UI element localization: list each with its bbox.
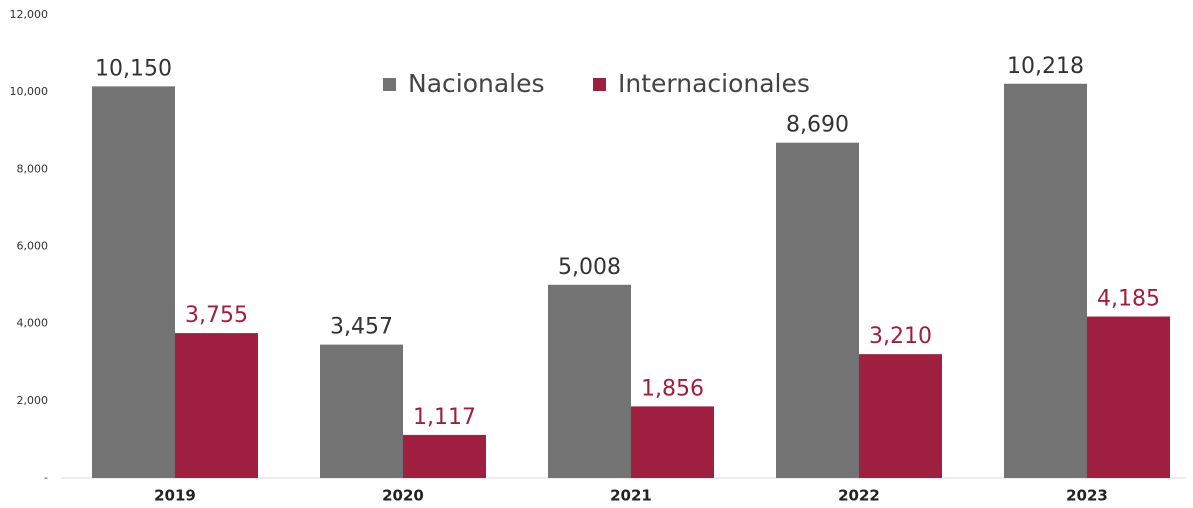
y-tick-label: 6,000 bbox=[17, 240, 49, 253]
data-label: 10,218 bbox=[1007, 54, 1084, 79]
bar bbox=[776, 142, 859, 479]
legend-swatch bbox=[593, 78, 606, 91]
data-label: 1,117 bbox=[413, 405, 476, 430]
x-tick-label: 2020 bbox=[382, 487, 424, 505]
bar bbox=[1087, 316, 1170, 478]
y-tick-label: 12,000 bbox=[10, 8, 49, 21]
x-tick-label: 2019 bbox=[154, 487, 196, 505]
y-tick-label: 10,000 bbox=[10, 85, 49, 98]
bar bbox=[92, 86, 175, 479]
y-tick-label: 8,000 bbox=[17, 162, 49, 175]
bar bbox=[175, 333, 258, 478]
x-tick-label: 2023 bbox=[1066, 487, 1108, 505]
x-tick-label: 2021 bbox=[610, 487, 652, 505]
data-label: 8,690 bbox=[786, 113, 849, 138]
y-tick-label: - bbox=[44, 471, 48, 484]
data-label: 3,210 bbox=[869, 324, 932, 349]
data-label: 1,856 bbox=[641, 376, 704, 401]
bar bbox=[1004, 83, 1087, 479]
bar bbox=[320, 344, 403, 478]
data-label: 10,150 bbox=[95, 56, 172, 81]
legend-label: Internacionales bbox=[618, 69, 810, 98]
legend-swatch bbox=[383, 78, 396, 91]
legend-label: Nacionales bbox=[408, 69, 545, 98]
data-label: 3,457 bbox=[330, 315, 393, 340]
data-label: 4,185 bbox=[1097, 287, 1160, 312]
bar bbox=[859, 354, 942, 478]
data-label: 5,008 bbox=[558, 255, 621, 280]
data-label: 3,755 bbox=[185, 303, 248, 328]
bar bbox=[403, 434, 486, 478]
x-tick-label: 2022 bbox=[838, 487, 880, 505]
bar bbox=[548, 284, 631, 478]
y-tick-label: 4,000 bbox=[17, 317, 49, 330]
bar bbox=[631, 406, 714, 478]
y-tick-label: 2,000 bbox=[17, 394, 49, 407]
